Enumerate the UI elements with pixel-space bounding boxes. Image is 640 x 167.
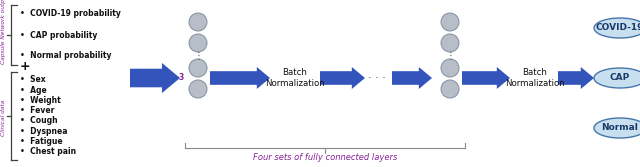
Ellipse shape	[594, 18, 640, 38]
Ellipse shape	[594, 68, 640, 88]
Text: •  Dyspnea: • Dyspnea	[20, 126, 67, 135]
Text: Four sets of fully connected layers: Four sets of fully connected layers	[253, 153, 397, 162]
Text: •  Chest pain: • Chest pain	[20, 147, 76, 156]
Polygon shape	[210, 67, 270, 89]
Text: •  Age: • Age	[20, 86, 47, 95]
Text: •  Normal probability: • Normal probability	[20, 50, 111, 59]
Text: •  COVID-19 probability: • COVID-19 probability	[20, 10, 121, 19]
Text: •  Weight: • Weight	[20, 96, 61, 105]
Text: CAP: CAP	[610, 73, 630, 82]
Text: Normal: Normal	[602, 124, 639, 132]
Circle shape	[189, 59, 207, 77]
Text: 3: 3	[179, 73, 184, 82]
Circle shape	[441, 13, 459, 31]
Text: +: +	[20, 60, 31, 73]
Text: •  Fatigue: • Fatigue	[20, 137, 63, 146]
Circle shape	[189, 13, 207, 31]
Text: · · ·: · · ·	[368, 73, 386, 83]
Text: ⋮: ⋮	[445, 51, 455, 61]
Polygon shape	[130, 63, 180, 93]
Ellipse shape	[594, 118, 640, 138]
Text: Clinical data: Clinical data	[1, 100, 6, 136]
Circle shape	[441, 34, 459, 52]
Text: COVID-19: COVID-19	[596, 24, 640, 33]
Circle shape	[189, 80, 207, 98]
Circle shape	[441, 80, 459, 98]
Text: Capsule Network outpu: Capsule Network outpu	[1, 0, 6, 64]
Text: Batch
Normalization: Batch Normalization	[265, 68, 325, 88]
Polygon shape	[392, 67, 432, 89]
Text: •  Sex: • Sex	[20, 75, 45, 85]
Text: Batch
Normalization: Batch Normalization	[505, 68, 565, 88]
Text: •  Fever: • Fever	[20, 106, 54, 115]
Text: •  CAP probability: • CAP probability	[20, 31, 97, 40]
Text: ⋮: ⋮	[193, 51, 203, 61]
Circle shape	[189, 34, 207, 52]
Polygon shape	[462, 67, 510, 89]
Circle shape	[441, 59, 459, 77]
Polygon shape	[558, 67, 594, 89]
Polygon shape	[320, 67, 365, 89]
Text: •  Cough: • Cough	[20, 116, 58, 125]
